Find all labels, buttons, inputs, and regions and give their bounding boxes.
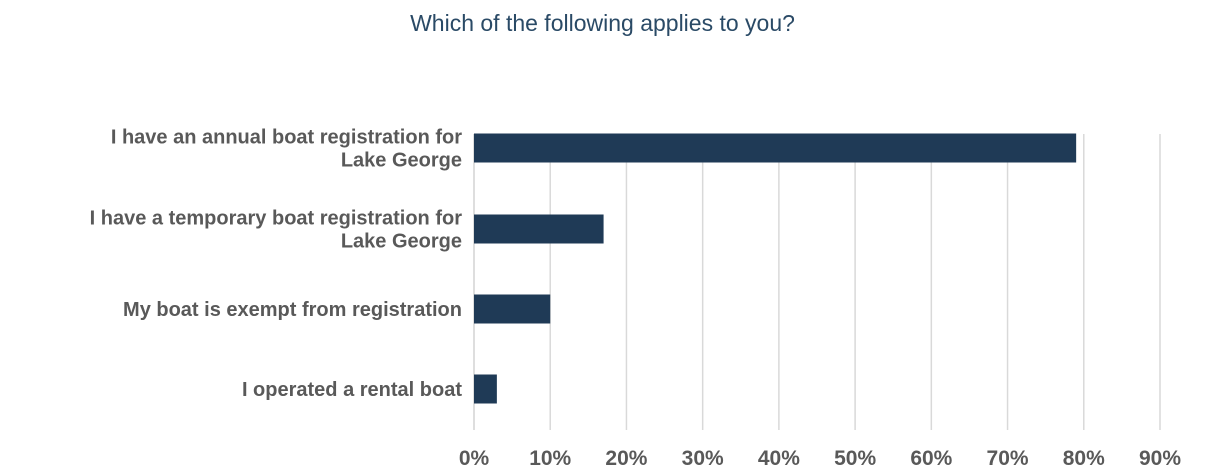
x-tick-label: 80%	[1063, 447, 1105, 470]
bar	[474, 134, 1076, 163]
x-tick-label: 20%	[605, 447, 647, 470]
category-label: I have a temporary boat registration for…	[90, 208, 463, 253]
x-tick-label: 60%	[910, 447, 952, 470]
x-tick-label: 70%	[987, 447, 1029, 470]
bars	[474, 134, 1076, 404]
bar	[474, 295, 550, 324]
gridlines	[474, 134, 1160, 430]
category-label: I operated a rental boat	[242, 379, 462, 401]
bar	[474, 375, 497, 404]
x-tick-labels: 0% 10% 20% 30% 40% 50% 60% 70% 80% 90%	[459, 447, 1182, 470]
category-label: My boat is exempt from registration	[123, 299, 462, 321]
x-tick-label: 30%	[682, 447, 724, 470]
x-tick-label: 90%	[1139, 447, 1181, 470]
x-tick-label: 50%	[834, 447, 876, 470]
bar	[474, 215, 604, 244]
category-label: I have an annual boat registration for La…	[111, 127, 462, 172]
x-tick-label: 0%	[459, 447, 490, 470]
category-labels: I have an annual boat registration for La…	[90, 127, 463, 402]
x-tick-label: 10%	[529, 447, 571, 470]
x-tick-label: 40%	[758, 447, 800, 470]
